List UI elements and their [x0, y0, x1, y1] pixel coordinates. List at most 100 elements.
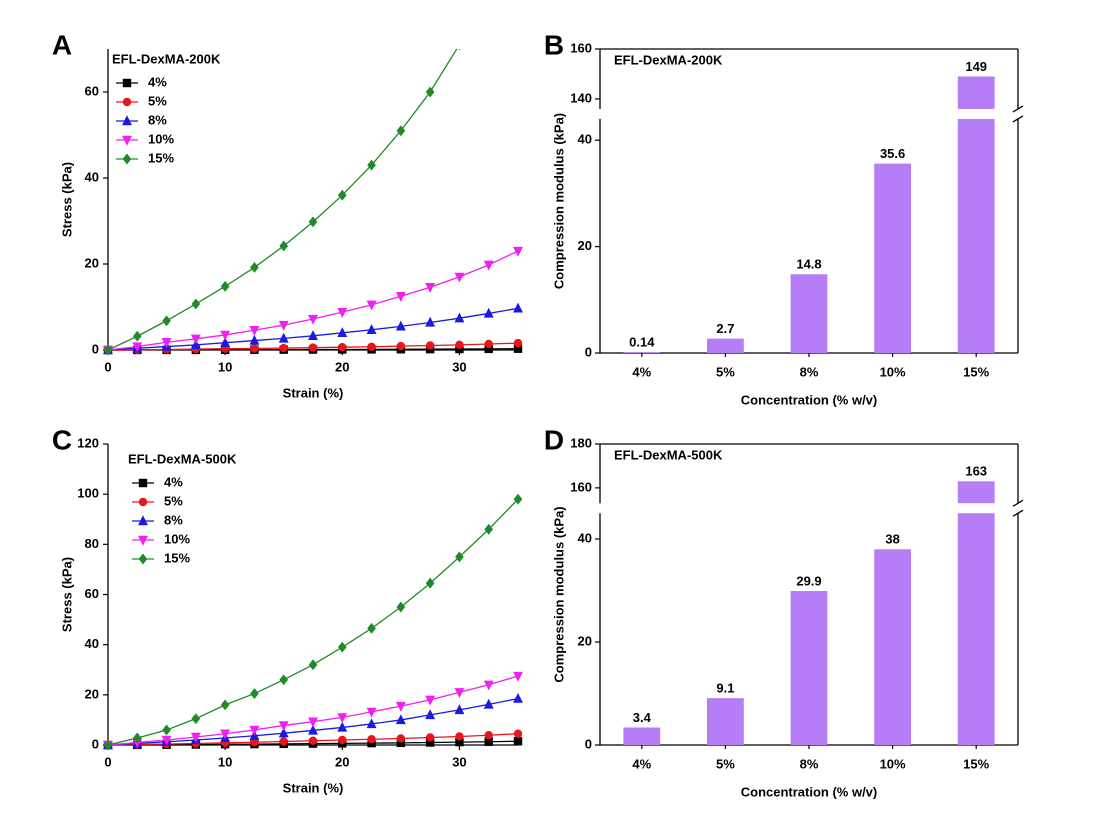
marker: [220, 336, 231, 347]
x-tick-label: 8%: [800, 364, 819, 379]
chart-title: EFL-DexMA-500K: [614, 447, 723, 462]
x-tick-label: 20: [335, 359, 349, 374]
marker: [191, 713, 201, 725]
marker: [132, 342, 143, 353]
y-tick-label: 0: [585, 344, 592, 359]
axis-break: [1012, 115, 1024, 123]
legend-label: 5%: [164, 493, 183, 508]
bar-label: 149: [965, 59, 987, 74]
marker: [190, 334, 201, 345]
chart-title: EFL-DexMA-200K: [614, 52, 723, 67]
y-tick-label: 0: [92, 341, 99, 356]
bar: [623, 727, 661, 745]
legend-label: 5%: [148, 93, 167, 108]
marker: [337, 721, 348, 732]
bar-label: 14.8: [796, 257, 821, 272]
bar: [874, 549, 911, 745]
x-tick-label: 4%: [632, 756, 651, 771]
legend-title: EFL-DexMA-500K: [128, 451, 237, 466]
bar: [957, 481, 995, 504]
legend-label: 4%: [164, 474, 183, 489]
marker: [278, 320, 289, 331]
marker: [425, 695, 436, 706]
marker: [249, 725, 260, 736]
marker: [161, 338, 172, 348]
marker: [483, 260, 494, 271]
marker: [103, 344, 113, 356]
marker: [425, 709, 436, 720]
axis-break: [1012, 105, 1024, 113]
bar: [623, 352, 661, 353]
bar-label: 35.6: [880, 146, 905, 161]
x-tick-label: 10: [218, 754, 232, 769]
y-axis-label: Stress (kPa): [59, 557, 74, 632]
legend-label: 10%: [164, 531, 190, 546]
marker: [308, 717, 318, 728]
marker: [366, 707, 377, 718]
y-tick-label: 20: [85, 255, 99, 270]
y-tick-label: 160: [570, 479, 592, 494]
marker: [395, 714, 406, 725]
marker: [425, 316, 436, 327]
panel-letter: A: [52, 29, 72, 60]
bar: [957, 76, 995, 109]
marker: [220, 729, 231, 740]
y-tick-label: 40: [85, 636, 99, 651]
marker: [103, 739, 113, 751]
x-tick-label: 10: [218, 359, 232, 374]
panel-letter: C: [52, 424, 72, 455]
x-axis-label: Concentration (% w/v): [741, 784, 878, 799]
marker: [337, 307, 348, 318]
x-tick-label: 20: [335, 754, 349, 769]
y-tick-label: 60: [85, 586, 99, 601]
marker: [454, 312, 465, 323]
y-tick-label: 20: [578, 238, 592, 253]
x-tick-label: 30: [452, 754, 466, 769]
marker: [513, 729, 523, 738]
y-tick-label: 80: [85, 536, 99, 551]
legend-label: 15%: [164, 550, 190, 565]
marker: [513, 302, 523, 313]
x-axis-label: Strain (%): [283, 385, 344, 400]
marker: [513, 671, 523, 682]
marker: [249, 326, 260, 336]
marker: [425, 341, 435, 350]
y-tick-label: 100: [77, 486, 99, 501]
marker: [455, 732, 464, 741]
y-tick-label: 120: [77, 435, 99, 450]
y-tick-label: 0: [585, 736, 592, 751]
legend-marker: [138, 478, 148, 488]
y-axis-label: Stress (kPa): [59, 162, 74, 237]
legend-marker: [122, 115, 132, 126]
marker: [132, 330, 142, 342]
marker: [513, 338, 523, 348]
y-axis-label: Compression modulus (kPa): [551, 506, 566, 682]
bar-label: 29.9: [796, 573, 821, 588]
marker: [279, 240, 289, 252]
marker: [483, 307, 494, 318]
axis-break: [1012, 509, 1024, 517]
bar-label: 3.4: [633, 710, 652, 725]
bar-label: 2.7: [716, 321, 734, 336]
marker: [337, 713, 348, 724]
marker: [454, 272, 465, 283]
x-tick-label: 4%: [632, 364, 651, 379]
y-tick-label: 20: [85, 686, 99, 701]
marker: [484, 339, 493, 349]
marker: [366, 324, 377, 334]
marker: [454, 688, 465, 699]
marker: [513, 246, 523, 257]
marker: [395, 320, 406, 331]
marker: [162, 315, 171, 327]
axis-break: [1012, 499, 1024, 507]
marker: [337, 641, 347, 653]
marker: [458, 49, 461, 51]
y-tick-label: 0: [92, 736, 99, 751]
marker: [279, 343, 288, 353]
marker: [278, 727, 289, 738]
marker: [308, 724, 318, 735]
marker: [220, 280, 230, 292]
marker: [308, 343, 318, 352]
bar: [707, 698, 744, 745]
